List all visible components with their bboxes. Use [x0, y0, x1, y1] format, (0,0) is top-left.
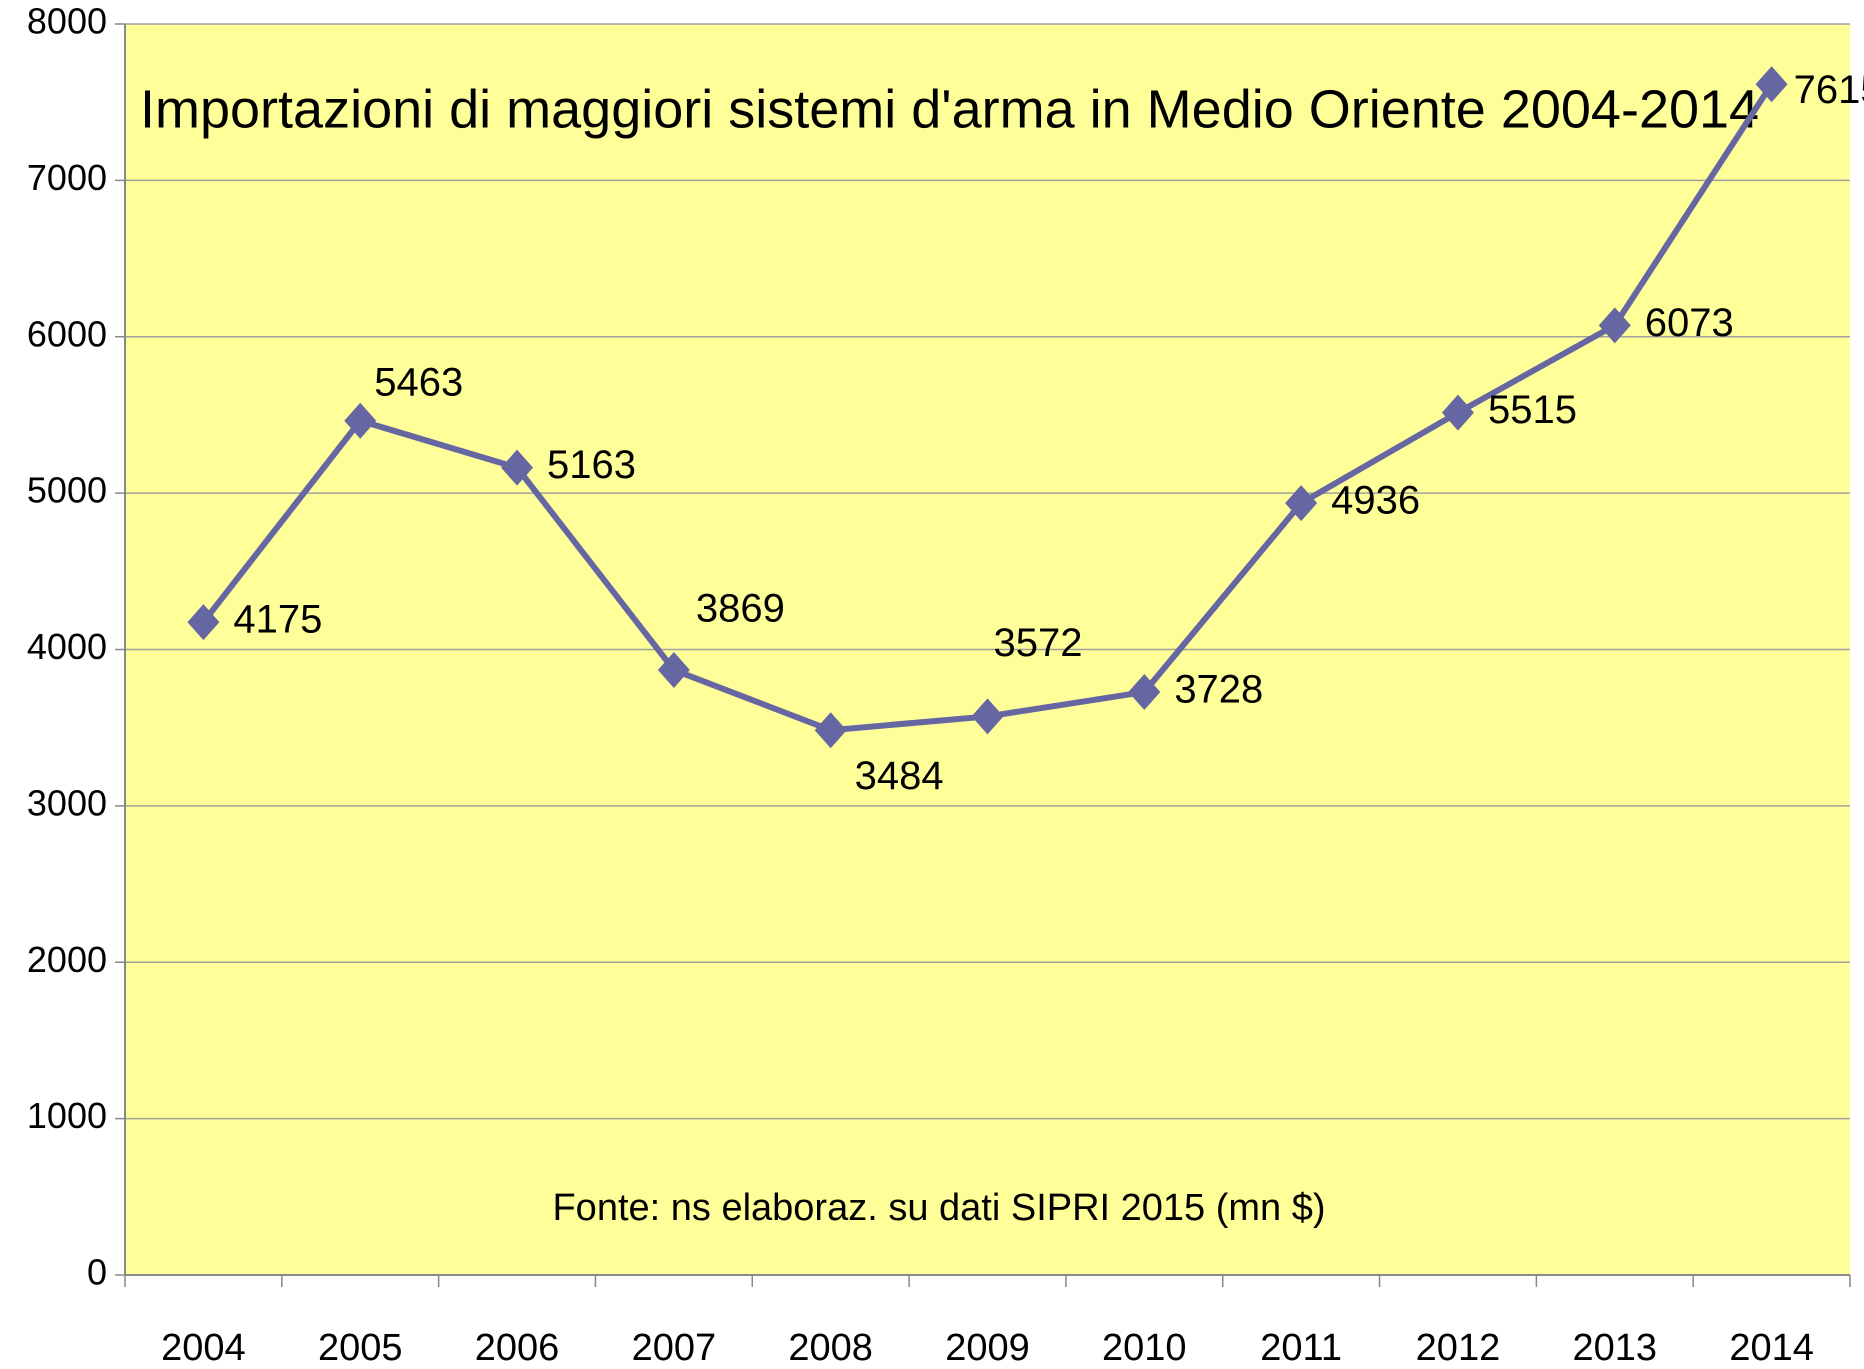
chart-title: Importazioni di maggiori sistemi d'arma …: [140, 79, 1759, 139]
x-tick-label: 2014: [1729, 1327, 1814, 1369]
y-tick-label: 3000: [27, 782, 107, 823]
x-tick-label: 2004: [161, 1327, 246, 1369]
x-tick-label: 2011: [1260, 1327, 1342, 1369]
y-tick-label: 0: [87, 1252, 107, 1293]
y-tick-label: 2000: [27, 939, 107, 980]
marker: [971, 698, 1004, 735]
data-label: 4175: [233, 598, 322, 642]
data-label: 4936: [1331, 479, 1420, 523]
y-tick-label: 7000: [27, 157, 107, 198]
y-tick-label: 6000: [27, 313, 107, 354]
data-label: 7615: [1794, 68, 1864, 112]
marker: [344, 402, 377, 439]
data-label: 3484: [855, 754, 944, 798]
marker: [814, 712, 847, 749]
y-tick-label: 5000: [27, 470, 107, 511]
x-tick-label: 2012: [1416, 1327, 1501, 1369]
x-tick-label: 2005: [318, 1327, 403, 1369]
marker: [1441, 394, 1474, 431]
marker: [501, 449, 534, 486]
y-tick-label: 4000: [27, 626, 107, 667]
data-label: 5515: [1488, 388, 1577, 432]
marker: [657, 651, 690, 688]
data-label: 3869: [696, 587, 785, 631]
x-tick-label: 2010: [1102, 1327, 1187, 1369]
x-tick-label: 2006: [475, 1327, 560, 1369]
marker: [1755, 66, 1788, 103]
marker: [187, 604, 220, 641]
data-label: 3728: [1174, 668, 1263, 712]
annotation: Fonte: ns elaboraz. su dati SIPRI 2015 (…: [552, 1187, 1325, 1229]
y-tick-label: 8000: [27, 1, 107, 42]
x-tick-label: 2007: [632, 1327, 717, 1369]
data-label: 6073: [1645, 301, 1734, 345]
x-tick-label: 2009: [945, 1327, 1030, 1369]
x-tick-label: 2013: [1572, 1327, 1657, 1369]
data-label: 5163: [547, 443, 636, 487]
x-tick-label: 2008: [788, 1327, 873, 1369]
marker: [1128, 674, 1161, 711]
marker: [1598, 307, 1631, 344]
data-label: 5463: [374, 360, 463, 404]
data-label: 3572: [994, 621, 1083, 665]
y-tick-label: 1000: [27, 1095, 107, 1136]
marker: [1285, 485, 1318, 522]
